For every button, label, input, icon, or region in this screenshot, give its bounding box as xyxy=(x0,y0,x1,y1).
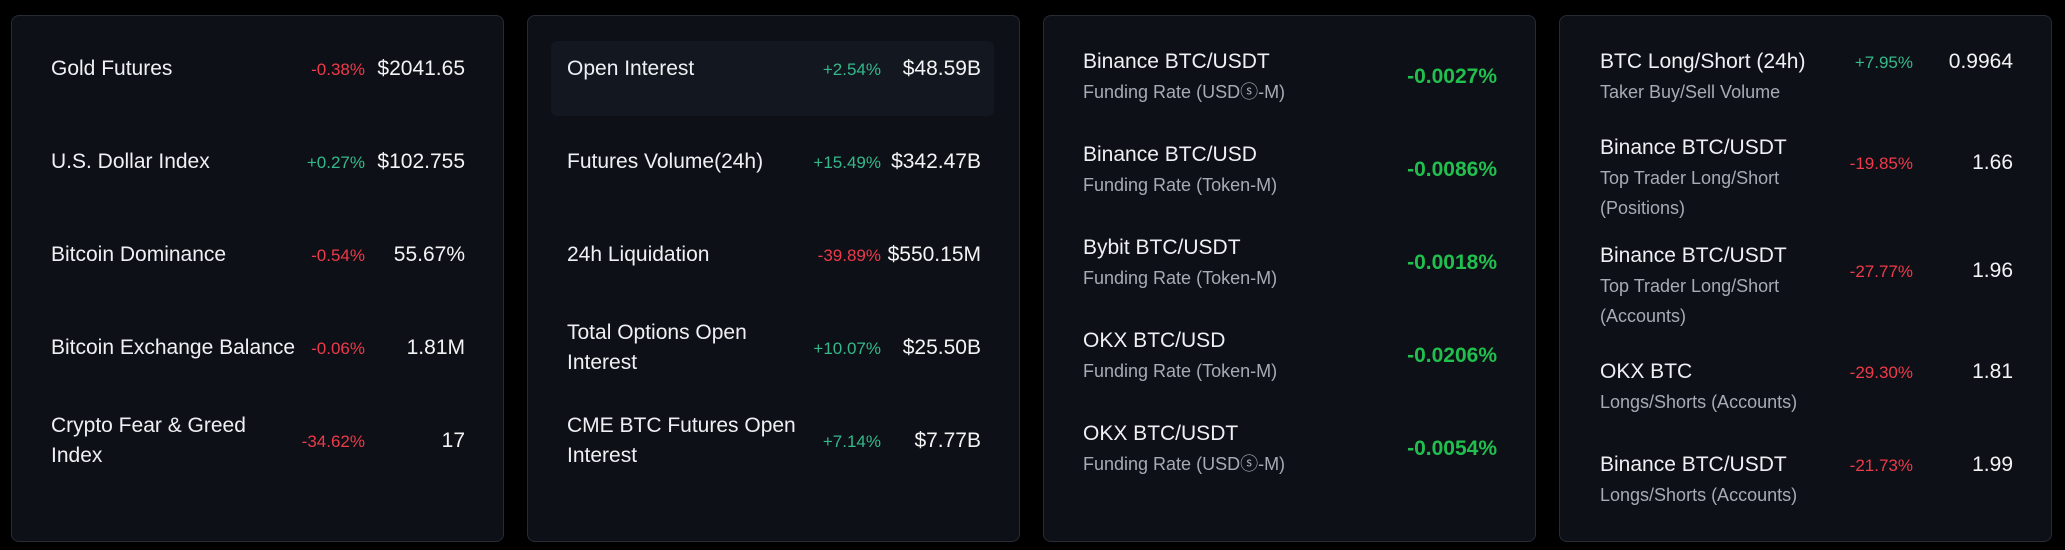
ratio-subtitle: Top Trader Long/Short xyxy=(1600,168,1780,188)
metric-value: $342.47B xyxy=(891,150,981,173)
ratio-row-binance-longs-shorts[interactable]: Binance BTC/USDT Longs/Shorts (Accounts)… xyxy=(1560,450,2053,530)
metric-row-exchange-balance[interactable]: Bitcoin Exchange Balance -0.06% 1.81M xyxy=(12,333,505,413)
funding-row-okx-btcusdt[interactable]: OKX BTC/USDT Funding Rate (USDⓢ-M) -0.00… xyxy=(1044,419,1537,499)
funding-rate: -0.0086% xyxy=(1407,158,1497,181)
funding-row-bybit-btcusdt[interactable]: Bybit BTC/USDT Funding Rate (Token-M) -0… xyxy=(1044,233,1537,313)
metric-change: -0.06% xyxy=(311,339,365,358)
pair-subtitle: Funding Rate (Token-M) xyxy=(1083,361,1278,381)
ratio-subtitle: Taker Buy/Sell Volume xyxy=(1600,82,1781,102)
metric-row-cme-oi[interactable]: CME BTC Futures Open Interest +7.14% $7.… xyxy=(528,411,1021,491)
pair-name: Bybit BTC/USDT xyxy=(1083,236,1241,259)
metric-row-fear-greed[interactable]: Crypto Fear & Greed Index -34.62% 17 xyxy=(12,411,505,491)
metric-row-bitcoin-dominance[interactable]: Bitcoin Dominance -0.54% 55.67% xyxy=(12,240,505,320)
pair-subtitle: Funding Rate (USDⓢ-M) xyxy=(1083,454,1286,474)
metric-change: +10.07% xyxy=(813,339,881,358)
metric-change: +15.49% xyxy=(813,153,881,172)
ratio-change: +7.95% xyxy=(1854,53,1913,72)
metric-name-line2: Interest xyxy=(567,351,638,374)
metric-name: Bitcoin Exchange Balance xyxy=(51,336,295,359)
funding-row-okx-btcusd[interactable]: OKX BTC/USD Funding Rate (Token-M) -0.02… xyxy=(1044,326,1537,406)
ratio-value: 1.66 xyxy=(1972,151,2013,174)
funding-rate: -0.0206% xyxy=(1407,344,1497,367)
ratio-subtitle-line2: (Positions) xyxy=(1600,198,1686,218)
funding-rate: -0.0018% xyxy=(1407,251,1497,274)
ratio-row-binance-accounts[interactable]: Binance BTC/USDT Top Trader Long/Short (… xyxy=(1560,241,2053,326)
metric-change: +7.14% xyxy=(822,432,881,451)
metric-value: 55.67% xyxy=(393,243,465,266)
metric-name-line2: Index xyxy=(51,444,103,467)
metric-value: $550.15M xyxy=(887,243,981,266)
ratio-name: OKX BTC xyxy=(1600,360,1693,383)
pair-name: Binance BTC/USD xyxy=(1083,143,1257,166)
macro-indicators-card: Gold Futures -0.38% $2041.65 U.S. Dollar… xyxy=(11,15,504,542)
metric-name: U.S. Dollar Index xyxy=(51,150,210,173)
metric-value: $2041.65 xyxy=(377,57,465,80)
ratio-value: 1.81 xyxy=(1972,360,2013,383)
metric-change: +2.54% xyxy=(822,60,881,79)
ratio-subtitle: Longs/Shorts (Accounts) xyxy=(1600,485,1798,505)
metric-value: $7.77B xyxy=(914,429,981,452)
funding-rate: -0.0027% xyxy=(1407,65,1497,88)
metric-value: 1.81M xyxy=(406,336,465,359)
funding-row-binance-btcusdt[interactable]: Binance BTC/USDT Funding Rate (USDⓢ-M) -… xyxy=(1044,47,1537,127)
metric-name-line2: Interest xyxy=(567,444,638,467)
metric-name: Bitcoin Dominance xyxy=(51,243,227,266)
ratio-value: 0.9964 xyxy=(1948,50,2013,73)
ratio-value: 1.96 xyxy=(1972,259,2013,282)
row-highlight xyxy=(551,41,994,116)
ratio-name: BTC Long/Short (24h) xyxy=(1600,50,1806,73)
pair-subtitle: Funding Rate (USDⓢ-M) xyxy=(1083,82,1286,102)
metric-change: -34.62% xyxy=(301,432,365,451)
metric-change: -39.89% xyxy=(817,246,881,265)
pair-name: OKX BTC/USD xyxy=(1083,329,1226,352)
metric-value: 17 xyxy=(441,429,465,452)
ratio-value: 1.99 xyxy=(1972,453,2013,476)
ratio-row-binance-positions[interactable]: Binance BTC/USDT Top Trader Long/Short (… xyxy=(1560,133,2053,218)
ratio-change: -27.77% xyxy=(1849,262,1913,281)
metric-change: +0.27% xyxy=(306,153,365,172)
metric-name: Futures Volume(24h) xyxy=(567,150,764,173)
ratio-row-btc-taker[interactable]: BTC Long/Short (24h) Taker Buy/Sell Volu… xyxy=(1560,47,2053,127)
metric-row-open-interest[interactable]: Open Interest +2.54% $48.59B xyxy=(528,54,1021,134)
metric-name-line1: Total Options Open xyxy=(567,321,747,344)
metric-row-liquidation[interactable]: 24h Liquidation -39.89% $550.15M xyxy=(528,240,1021,320)
metric-change: -0.38% xyxy=(311,60,365,79)
ratio-subtitle: Top Trader Long/Short xyxy=(1600,276,1780,296)
ratio-change: -19.85% xyxy=(1849,154,1913,173)
pair-subtitle: Funding Rate (Token-M) xyxy=(1083,268,1278,288)
long-short-ratio-card: BTC Long/Short (24h) Taker Buy/Sell Volu… xyxy=(1559,15,2052,542)
metric-change: -0.54% xyxy=(311,246,365,265)
ratio-name: Binance BTC/USDT xyxy=(1600,453,1787,476)
derivatives-overview-card: Open Interest +2.54% $48.59B Futures Vol… xyxy=(527,15,1020,542)
ratio-name: Binance BTC/USDT xyxy=(1600,136,1787,159)
metric-name: 24h Liquidation xyxy=(567,243,710,266)
ratio-change: -29.30% xyxy=(1849,363,1913,382)
metric-value: $102.755 xyxy=(377,150,465,173)
pair-subtitle: Funding Rate (Token-M) xyxy=(1083,175,1278,195)
metric-row-futures-volume[interactable]: Futures Volume(24h) +15.49% $342.47B xyxy=(528,147,1021,227)
metric-row-gold-futures[interactable]: Gold Futures -0.38% $2041.65 xyxy=(12,54,505,134)
pair-name: OKX BTC/USDT xyxy=(1083,422,1239,445)
metric-value: $48.59B xyxy=(902,57,981,80)
metric-name: Open Interest xyxy=(567,57,695,80)
metric-row-dollar-index[interactable]: U.S. Dollar Index +0.27% $102.755 xyxy=(12,147,505,227)
funding-row-binance-btcusd[interactable]: Binance BTC/USD Funding Rate (Token-M) -… xyxy=(1044,140,1537,220)
funding-rates-card: Binance BTC/USDT Funding Rate (USDⓢ-M) -… xyxy=(1043,15,1536,542)
metric-name: Gold Futures xyxy=(51,57,173,80)
metric-value: $25.50B xyxy=(902,336,981,359)
ratio-row-okx-accounts[interactable]: OKX BTC Longs/Shorts (Accounts) -29.30% … xyxy=(1560,357,2053,437)
ratio-subtitle: Longs/Shorts (Accounts) xyxy=(1600,392,1798,412)
metric-name-line1: CME BTC Futures Open xyxy=(567,414,796,437)
ratio-change: -21.73% xyxy=(1849,456,1913,475)
metric-name-line1: Crypto Fear & Greed xyxy=(51,414,246,437)
ratio-subtitle-line2: (Accounts) xyxy=(1600,306,1687,326)
metric-row-options-oi[interactable]: Total Options Open Interest +10.07% $25.… xyxy=(528,318,1021,398)
pair-name: Binance BTC/USDT xyxy=(1083,50,1270,73)
funding-rate: -0.0054% xyxy=(1407,437,1497,460)
ratio-name: Binance BTC/USDT xyxy=(1600,244,1787,267)
